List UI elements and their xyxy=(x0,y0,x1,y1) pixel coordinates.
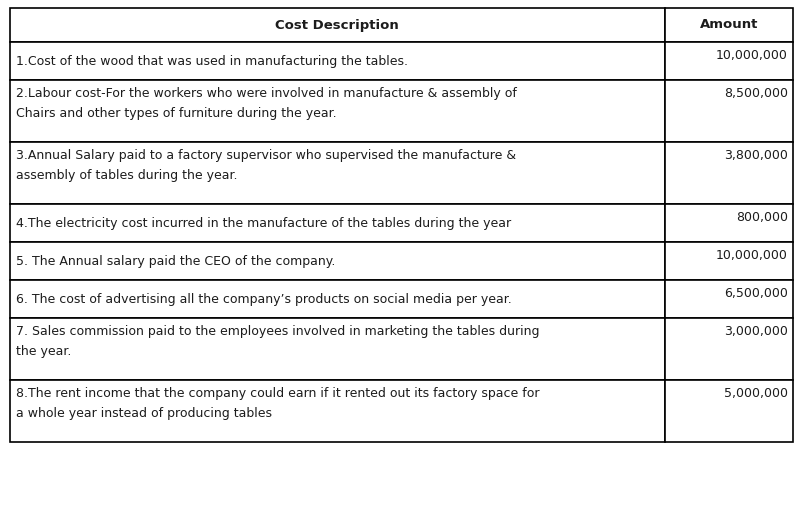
Bar xyxy=(664,380,792,442)
Bar xyxy=(10,80,664,142)
Bar xyxy=(10,380,664,442)
Bar xyxy=(10,204,664,242)
Bar xyxy=(10,280,664,318)
Text: 800,000: 800,000 xyxy=(735,211,787,224)
Text: 3,000,000: 3,000,000 xyxy=(723,325,787,338)
Bar xyxy=(10,242,664,280)
Text: 10,000,000: 10,000,000 xyxy=(715,249,787,262)
Bar xyxy=(10,142,664,204)
Text: the year.: the year. xyxy=(16,345,71,358)
Text: 10,000,000: 10,000,000 xyxy=(715,49,787,62)
Text: Chairs and other types of furniture during the year.: Chairs and other types of furniture duri… xyxy=(16,107,336,120)
Text: 2.Labour cost-For the workers who were involved in manufacture & assembly of: 2.Labour cost-For the workers who were i… xyxy=(16,87,516,100)
Bar xyxy=(664,204,792,242)
Text: assembly of tables during the year.: assembly of tables during the year. xyxy=(16,169,237,182)
Text: Cost Description: Cost Description xyxy=(275,18,399,32)
Text: 6,500,000: 6,500,000 xyxy=(723,287,787,300)
Bar xyxy=(664,280,792,318)
Bar xyxy=(664,318,792,380)
Text: 8.The rent income that the company could earn if it rented out its factory space: 8.The rent income that the company could… xyxy=(16,387,539,400)
Text: 7. Sales commission paid to the employees involved in marketing the tables durin: 7. Sales commission paid to the employee… xyxy=(16,325,539,338)
Text: 8,500,000: 8,500,000 xyxy=(723,87,787,100)
Bar xyxy=(10,8,664,42)
Bar xyxy=(664,80,792,142)
Text: 1.Cost of the wood that was used in manufacturing the tables.: 1.Cost of the wood that was used in manu… xyxy=(16,55,407,67)
Text: 3,800,000: 3,800,000 xyxy=(723,149,787,162)
Bar xyxy=(664,142,792,204)
Text: Amount: Amount xyxy=(699,18,757,32)
Text: 5,000,000: 5,000,000 xyxy=(723,387,787,400)
Bar xyxy=(10,318,664,380)
Bar xyxy=(664,42,792,80)
Bar xyxy=(664,242,792,280)
Text: a whole year instead of producing tables: a whole year instead of producing tables xyxy=(16,407,272,420)
Text: 4.The electricity cost incurred in the manufacture of the tables during the year: 4.The electricity cost incurred in the m… xyxy=(16,217,511,229)
Text: 3.Annual Salary paid to a factory supervisor who supervised the manufacture &: 3.Annual Salary paid to a factory superv… xyxy=(16,149,516,162)
Text: 6. The cost of advertising all the company’s products on social media per year.: 6. The cost of advertising all the compa… xyxy=(16,292,511,306)
Bar xyxy=(10,42,664,80)
Bar xyxy=(664,8,792,42)
Text: 5. The Annual salary paid the CEO of the company.: 5. The Annual salary paid the CEO of the… xyxy=(16,254,335,267)
